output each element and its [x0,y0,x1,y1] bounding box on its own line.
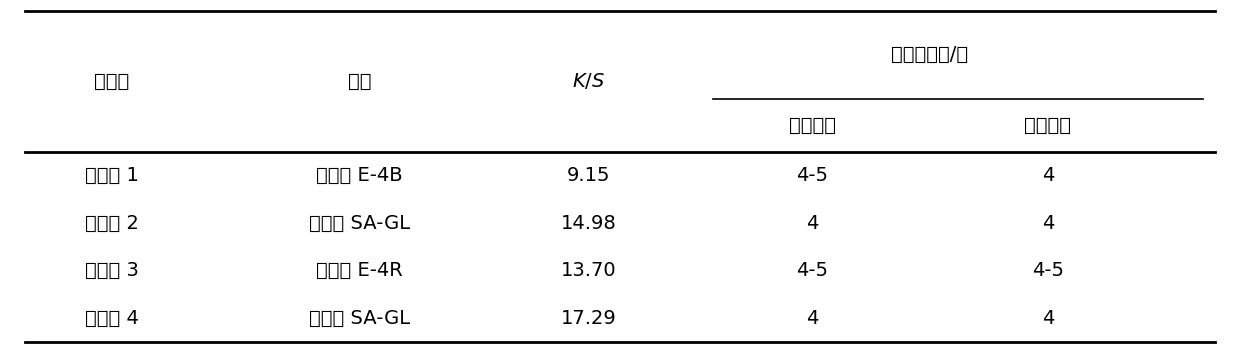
Text: 实施例: 实施例 [94,72,129,91]
Text: 实施例 2: 实施例 2 [84,214,139,233]
Text: 17.29: 17.29 [562,309,616,328]
Text: 棉布沾色: 棉布沾色 [789,116,836,135]
Text: 涤纶沾色: 涤纶沾色 [1024,116,1071,135]
Text: 14.98: 14.98 [562,214,616,233]
Text: 耐洗色牢度/级: 耐洗色牢度/级 [892,45,968,64]
Text: 实施例 4: 实施例 4 [84,309,139,328]
Text: 4: 4 [1042,166,1054,185]
Text: 实施例 1: 实施例 1 [84,166,139,185]
Text: 4-5: 4-5 [796,166,828,185]
Text: 分散蓝 E-4R: 分散蓝 E-4R [316,262,403,280]
Text: 分散黄 SA-GL: 分散黄 SA-GL [309,309,410,328]
Text: 染料: 染料 [348,72,371,91]
Text: 4: 4 [1042,309,1054,328]
Text: $\mathit{K/S}$: $\mathit{K/S}$ [573,71,605,91]
Text: 分散红 E-4B: 分散红 E-4B [316,166,403,185]
Text: 4-5: 4-5 [1032,262,1064,280]
Text: 9.15: 9.15 [567,166,611,185]
Text: 4: 4 [806,214,818,233]
Text: 4-5: 4-5 [796,262,828,280]
Text: 4: 4 [806,309,818,328]
Text: 分散黄 SA-GL: 分散黄 SA-GL [309,214,410,233]
Text: 实施例 3: 实施例 3 [84,262,139,280]
Text: 4: 4 [1042,214,1054,233]
Text: 13.70: 13.70 [562,262,616,280]
